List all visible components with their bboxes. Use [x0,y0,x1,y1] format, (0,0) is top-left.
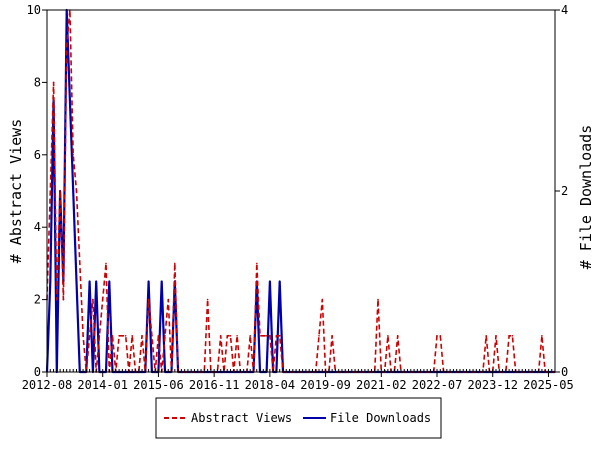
data-point-abstract-views [269,335,271,337]
y-left-tick-label: 0 [34,365,41,379]
data-point-abstract-views [157,335,160,337]
plot-area [45,8,556,374]
y-right-tick-label: 0 [561,365,568,379]
data-point-file-downloads [75,280,78,283]
series-line-abstract-views [46,9,555,373]
y-left-tick-label: 8 [34,75,41,89]
data-point-file-downloads [278,280,281,283]
data-point-abstract-views [436,335,438,337]
y-left-tick-label: 10 [27,3,41,17]
data-point-abstract-views [226,335,229,337]
data-point-abstract-views [229,335,232,337]
data-point-abstract-views [65,45,68,47]
data-point-abstract-views [485,335,488,337]
y-left-tick-label: 2 [34,293,41,307]
data-point-abstract-views [275,335,278,337]
data-point-abstract-views [255,262,258,265]
data-point-abstract-views [262,335,265,337]
data-point-abstract-views [174,262,176,265]
data-point-abstract-views [105,262,107,265]
data-point-abstract-views [118,335,120,337]
data-point-abstract-views [164,335,166,337]
x-tick-label: 2025-05 [523,378,574,392]
data-point-abstract-views [167,298,170,301]
data-point-abstract-views [111,335,114,337]
y-left-tick-label: 4 [34,220,41,234]
y-axis-right-label: # File Downloads [577,125,595,270]
y-axis-left-label: # Abstract Views [7,119,25,264]
data-point-abstract-views [495,335,497,337]
axes: 0 2 4 6 8 10 0 2 4 2012-08 2014-01 2015-06 2016-11 20… [22,3,574,392]
data-point-abstract-views [541,335,543,337]
data-point-file-downloads [69,99,71,102]
data-point-abstract-views [377,298,379,301]
legend-label-abstract-views: Abstract Views [191,411,292,425]
plot-frame [46,9,556,373]
data-point-abstract-views [439,335,442,337]
series-line-file-downloads [45,8,555,374]
data-point-abstract-views [331,335,333,337]
data-point-file-downloads [88,280,91,283]
legend-label-file-downloads: File Downloads [330,411,431,425]
data-point-file-downloads [147,280,150,283]
data-point-abstract-views [147,298,150,301]
data-point-abstract-views [249,335,251,337]
x-tick-label: 2014-01 [77,378,128,392]
data-point-abstract-views [101,298,104,301]
data-point-file-downloads [108,280,111,283]
data-point-abstract-views [82,335,84,337]
data-point-abstract-views [265,335,268,337]
data-point-file-downloads [160,280,163,283]
x-tick-label: 2023-12 [467,378,518,392]
y-right-tick-label: 2 [561,184,568,198]
data-point-abstract-views [124,335,127,337]
data-point-abstract-views [72,154,74,156]
data-point-file-downloads [95,280,97,283]
data-point-abstract-views [206,298,209,301]
data-point-abstract-views [131,335,133,337]
data-point-file-downloads [72,190,74,192]
x-tick-label: 2016-11 [189,378,240,392]
data-point-file-downloads [49,280,52,283]
data-point-abstract-views [79,262,81,265]
data-point-abstract-views [75,190,78,192]
data-point-abstract-views [321,298,324,301]
data-point-abstract-views [236,335,238,337]
x-tick-label: 2019-09 [300,378,351,392]
data-point-abstract-views [52,81,55,84]
data-point-abstract-views [396,335,399,337]
x-tick-label: 2022-07 [412,378,463,392]
data-point-abstract-views [151,335,153,337]
legend-box [155,397,442,439]
data-point-abstract-views [387,335,389,337]
data-point-abstract-views [219,335,222,337]
y-left-tick-label: 6 [34,148,41,162]
data-point-abstract-views [56,298,58,301]
data-point-abstract-views [59,190,61,192]
x-tick-label: 2018-04 [245,378,296,392]
y-right-tick-label: 4 [561,3,568,17]
data-point-abstract-views [98,335,101,337]
data-point-abstract-views [121,335,124,337]
data-point-abstract-views [49,190,52,192]
legend: Abstract Views File Downloads [155,397,442,439]
x-tick-label: 2012-08 [22,378,73,392]
x-tick-label: 2021-02 [356,378,407,392]
data-point-abstract-views [278,335,281,337]
data-point-abstract-views [511,335,514,337]
data-point-abstract-views [62,298,65,301]
data-point-abstract-views [508,335,510,337]
data-point-abstract-views [141,335,143,337]
data-point-abstract-views [318,335,320,337]
data-point-abstract-views [92,298,94,301]
data-point-abstract-views [259,335,261,337]
data-point-file-downloads [269,280,271,283]
x-tick-label: 2015-06 [133,378,184,392]
data-point-abstract-views [88,335,91,337]
